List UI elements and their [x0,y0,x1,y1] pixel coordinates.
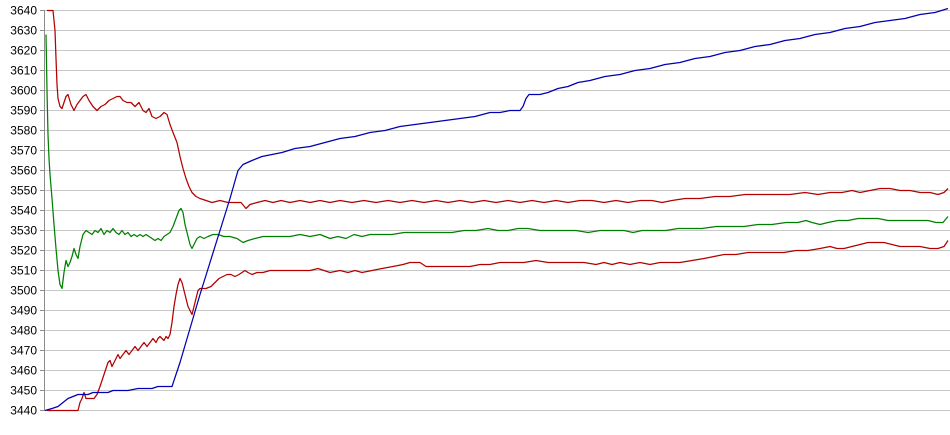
y-axis-label: 3590 [10,104,37,118]
y-axis-label: 3540 [10,204,37,218]
y-axis-label: 3640 [10,4,37,18]
y-axis-label: 3550 [10,184,37,198]
y-axis-label: 3520 [10,244,37,258]
y-axis-label: 3500 [10,284,37,298]
y-axis-label: 3490 [10,304,37,318]
y-axis-label: 3530 [10,224,37,238]
y-axis-label: 3450 [10,384,37,398]
y-axis-label: 3510 [10,264,37,278]
series-lines [44,7,949,412]
y-axis-label: 3620 [10,44,37,58]
y-axis-label: 3570 [10,144,37,158]
series-green-line [45,34,949,290]
series-blue-line [44,7,949,412]
gridlines [45,10,950,411]
y-axis-label: 3560 [10,164,37,178]
y-axis-label: 3630 [10,24,37,38]
series-lower-red-line [47,240,949,412]
y-axis-label: 3460 [10,364,37,378]
y-axis-label: 3480 [10,324,37,338]
y-axis-label: 3580 [10,124,37,138]
series-upper-red-line [47,9,949,210]
y-axis-label: 3440 [10,404,37,418]
y-axis-label: 3470 [10,344,37,358]
y-axis-label: 3610 [10,64,37,78]
y-axis-label: 3600 [10,84,37,98]
y-axis-labels: 3440 3450 3460 3470 3480 3490 3500 3510 3520 3530… [10,4,37,418]
